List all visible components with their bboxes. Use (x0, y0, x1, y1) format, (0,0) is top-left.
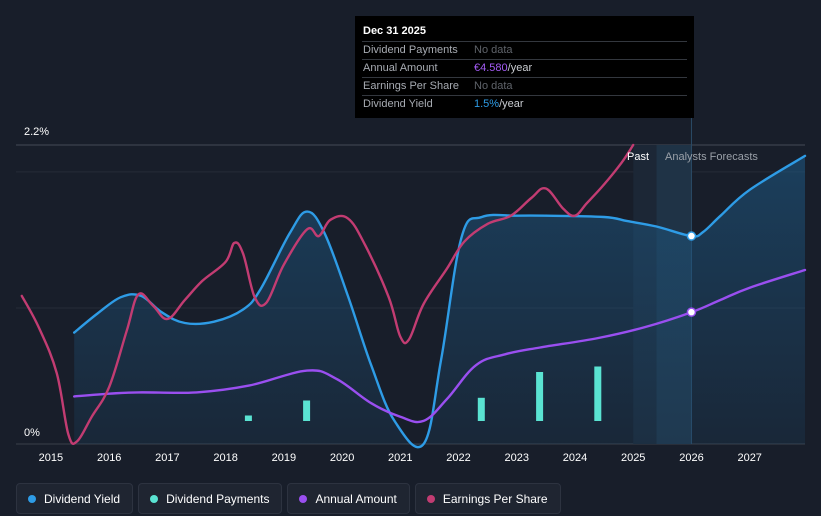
marker-layer (686, 231, 697, 317)
tooltip-value: No data (474, 44, 513, 56)
y-tick-label-top: 2.2% (24, 126, 49, 138)
x-tick-label: 2020 (330, 452, 354, 464)
tooltip-row-dividend-yield: Dividend Yield 1.5%/year (362, 95, 687, 113)
legend-label: Dividend Payments (166, 491, 270, 506)
x-tick-label: 2021 (388, 452, 412, 464)
dividend-payment-bar (244, 415, 252, 421)
tooltip-value: €4.580 (474, 62, 508, 74)
x-tick-label: 2019 (272, 452, 296, 464)
x-tick-label: 2018 (213, 452, 237, 464)
annual-amount-dot-icon (299, 494, 308, 503)
tooltip-row-earnings-per-share: Earnings Per Share No data (362, 77, 687, 95)
dividend-yield-line (73, 154, 807, 449)
tooltip-date: Dec 31 2025 (363, 25, 426, 37)
tooltip-row-annual-amount: Annual Amount €4.580/year (362, 59, 687, 77)
past-label: Past (627, 151, 649, 163)
y-tick-label-zero: 0% (24, 427, 40, 439)
legend-item-dividend-yield[interactable]: Dividend Yield (16, 483, 134, 514)
x-tick-label: 2026 (679, 452, 703, 464)
dividend-yield-area (74, 155, 805, 448)
x-tick-label: 2022 (446, 452, 470, 464)
legend-item-earnings-per-share[interactable]: Earnings Per Share (414, 483, 561, 514)
legend-item-dividend-payments[interactable]: Dividend Payments (138, 483, 283, 514)
legend-label: Earnings Per Share (442, 491, 548, 506)
dividend-yield-dot-icon (28, 494, 36, 503)
tooltip-value: 1.5% (474, 98, 500, 110)
text-layer: 2.2% 0% Past Analysts Forecasts (24, 126, 758, 439)
tooltip-value: No data (474, 80, 513, 92)
x-tick-label: 2024 (563, 452, 587, 464)
dividend-payments-dot-icon (150, 494, 159, 503)
tooltip-label: Earnings Per Share (363, 80, 459, 92)
dividend-yield-marker (686, 231, 697, 241)
annual-amount-marker (686, 307, 697, 317)
x-tick-label: 2025 (621, 452, 645, 464)
forecast-label: Analysts Forecasts (665, 151, 758, 163)
tooltip-label: Dividend Yield (363, 98, 433, 110)
legend-label: Annual Amount (315, 491, 397, 506)
x-tick-label: 2017 (155, 452, 179, 464)
tooltip: Dec 31 2025 Dividend Payments No data An… (355, 16, 694, 118)
tooltip-unit: /year (499, 98, 524, 110)
tooltip-label: Dividend Payments (363, 44, 458, 56)
x-axis-ticks: 2015 2016 2017 2018 2019 2020 2021 2022 2023 2024… (39, 452, 762, 464)
tooltip-row-dividend-payments: Dividend Payments No data (362, 41, 687, 59)
dividend-payment-bar (594, 366, 602, 421)
tooltip-label: Annual Amount (363, 62, 438, 74)
earnings-per-share-dot-icon (426, 494, 435, 503)
dividend-payment-bar (536, 372, 544, 421)
legend-label: Dividend Yield (44, 491, 121, 506)
dividend-payment-bar (303, 400, 311, 421)
x-tick-label: 2015 (39, 452, 63, 464)
area-layer (74, 155, 805, 448)
x-tick-label: 2027 (737, 452, 761, 464)
eps-line (20, 143, 635, 445)
legend: Dividend Yield Dividend Payments Annual … (16, 483, 561, 514)
dividend-payment-bar (477, 397, 485, 421)
x-tick-label: 2016 (97, 452, 121, 464)
tooltip-unit: /year (507, 62, 533, 74)
x-tick-label: 2023 (505, 452, 529, 464)
legend-item-annual-amount[interactable]: Annual Amount (287, 483, 410, 514)
